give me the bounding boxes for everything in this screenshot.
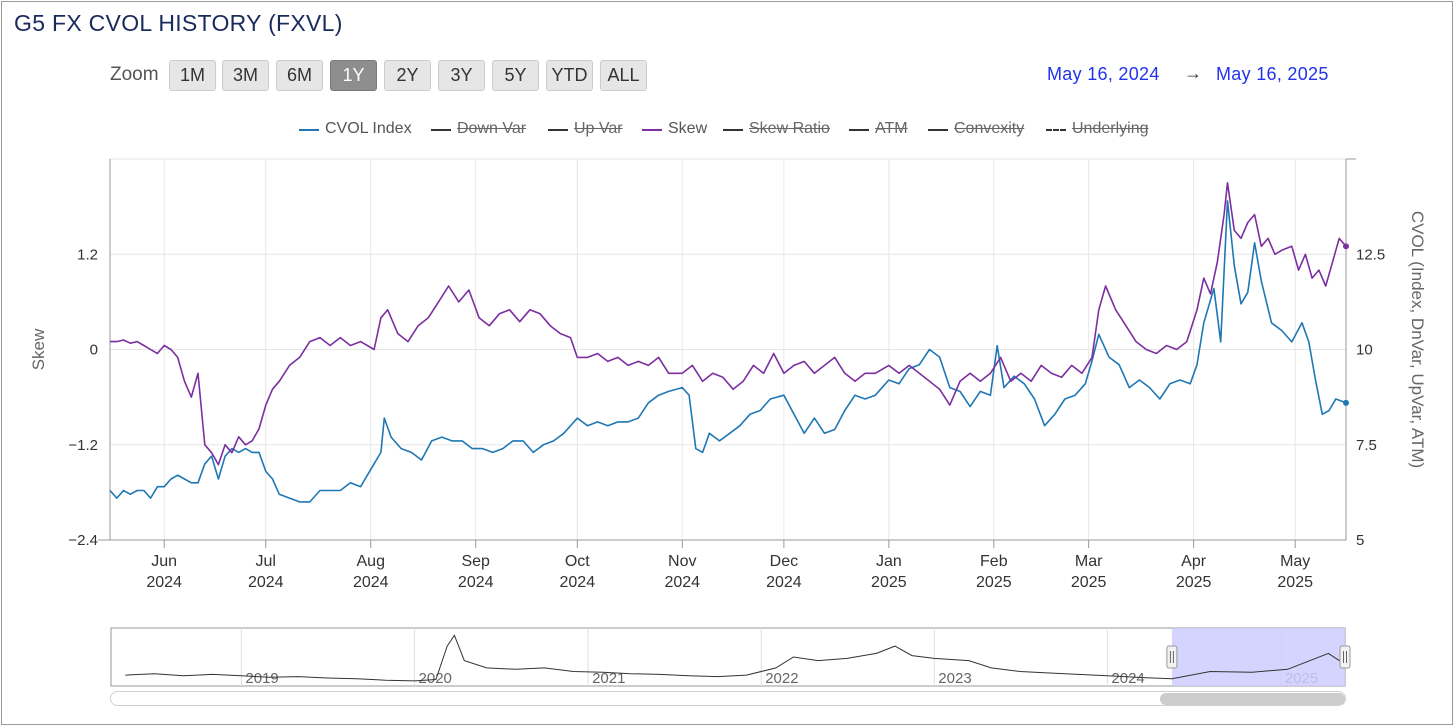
x-tick-label-year: 2025 bbox=[1071, 574, 1107, 591]
legend-label: Down Var bbox=[457, 120, 527, 137]
navigator-year-label: 2021 bbox=[592, 670, 625, 687]
x-tick-label-month: Oct bbox=[565, 553, 590, 570]
zoom-button-3y[interactable]: 3Y bbox=[438, 60, 485, 91]
zoom-button-ytd[interactable]: YTD bbox=[546, 60, 593, 91]
legend-swatch bbox=[1046, 129, 1066, 131]
x-tick-label-month: Jan bbox=[876, 553, 902, 570]
x-tick-label-month: Jul bbox=[256, 553, 276, 570]
legend-swatch bbox=[431, 129, 451, 131]
legend-swatch bbox=[849, 129, 869, 131]
range-arrow: → bbox=[1184, 63, 1202, 83]
x-tick-label-year: 2024 bbox=[146, 574, 182, 591]
zoom-button-1y[interactable]: 1Y bbox=[330, 60, 377, 91]
x-tick-label-month: Dec bbox=[770, 553, 798, 570]
navigator-series-line bbox=[125, 634, 1346, 682]
legend-label: Skew Ratio bbox=[749, 120, 830, 137]
navigator-year-label: 2019 bbox=[245, 670, 278, 687]
navigator-year-label: 2024 bbox=[1111, 670, 1144, 687]
y-left-tick-label: −1.2 bbox=[68, 437, 98, 454]
x-tick-label-year: 2025 bbox=[1277, 574, 1313, 591]
x-tick-label-year: 2024 bbox=[353, 574, 389, 591]
zoom-label: Zoom bbox=[110, 64, 159, 85]
legend-label: Convexity bbox=[954, 120, 1025, 137]
navigator-handle-grip bbox=[1339, 645, 1351, 669]
main-chart[interactable]: Jun 2024 Jul 2024 Aug 2024 Sep 2024 Oct 2024 Nov 20… bbox=[0, 140, 1456, 600]
x-tick-label-year: 2024 bbox=[248, 574, 284, 591]
y-right-tick-label: 10 bbox=[1356, 342, 1373, 359]
navigator-selection bbox=[1171, 628, 1345, 686]
navigator-scrollbar-thumb[interactable] bbox=[1160, 693, 1345, 705]
y-right-tick-label: 7.5 bbox=[1356, 437, 1377, 454]
x-tick-label-month: May bbox=[1280, 553, 1310, 570]
zoom-button-3m[interactable]: 3M bbox=[222, 60, 269, 91]
x-tick-label-year: 2024 bbox=[458, 574, 494, 591]
legend-label: ATM bbox=[875, 120, 908, 137]
x-tick-label-year: 2025 bbox=[871, 574, 907, 591]
legend-swatch bbox=[642, 129, 662, 131]
y-right-tick-label: 12.5 bbox=[1356, 246, 1385, 263]
y-right-tick-label: 5 bbox=[1356, 532, 1364, 549]
navigator-year-label: 2023 bbox=[938, 670, 971, 687]
navigator-frame bbox=[110, 627, 1346, 687]
navigator-handle-right[interactable] bbox=[1339, 645, 1351, 669]
y-left-tick-label: −2.4 bbox=[68, 532, 98, 549]
x-tick-label-year: 2025 bbox=[976, 574, 1012, 591]
x-tick-label-year: 2024 bbox=[664, 574, 700, 591]
navigator[interactable]: 2019202020212022202320242025 bbox=[0, 620, 1456, 692]
series-last-point-skew bbox=[1343, 243, 1349, 250]
navigator-handle-grip bbox=[1166, 645, 1178, 669]
y-left-tick-label: 0 bbox=[90, 342, 98, 359]
legend-label: Up Var bbox=[574, 120, 623, 137]
x-tick-label-month: Nov bbox=[668, 553, 696, 570]
zoom-button-2y[interactable]: 2Y bbox=[384, 60, 431, 91]
y-left-axis-title: Skew bbox=[29, 328, 48, 370]
series-last-point-cvol-index bbox=[1343, 399, 1349, 406]
legend-swatch bbox=[723, 129, 743, 131]
navigator-scrollbar[interactable] bbox=[110, 691, 1346, 706]
x-tick-label-year: 2024 bbox=[560, 574, 596, 591]
zoom-button-6m[interactable]: 6M bbox=[276, 60, 323, 91]
x-tick-label-year: 2025 bbox=[1176, 574, 1212, 591]
x-tick-label-month: Sep bbox=[461, 553, 490, 570]
navigator-handle-left[interactable] bbox=[1166, 645, 1178, 669]
navigator-year-label: 2020 bbox=[419, 670, 452, 687]
x-tick-label-month: Aug bbox=[357, 553, 385, 570]
zoom-button-1m[interactable]: 1M bbox=[169, 60, 216, 91]
legend-label: Underlying bbox=[1072, 120, 1149, 137]
x-tick-label-month: Jun bbox=[151, 553, 177, 570]
zoom-button-all[interactable]: ALL bbox=[600, 60, 647, 91]
range-from-input[interactable]: May 16, 2024 bbox=[1047, 64, 1160, 84]
legend-label: CVOL Index bbox=[325, 120, 412, 137]
x-tick-label-month: Apr bbox=[1181, 553, 1207, 570]
legend-swatch bbox=[299, 129, 319, 131]
series-line-cvol-index bbox=[109, 200, 1347, 503]
legend-swatch bbox=[928, 129, 948, 131]
zoom-button-5y[interactable]: 5Y bbox=[492, 60, 539, 91]
x-tick-label-month: Feb bbox=[980, 553, 1008, 570]
navigator-year-label: 2022 bbox=[765, 670, 798, 687]
y-left-tick-label: 1.2 bbox=[77, 246, 98, 263]
range-to-input[interactable]: May 16, 2025 bbox=[1216, 64, 1329, 84]
x-tick-label-year: 2024 bbox=[766, 574, 802, 591]
legend-label: Skew bbox=[668, 120, 708, 137]
y-right-axis-title: CVOL (Index, DnVar, UpVar, ATM) bbox=[1408, 211, 1427, 468]
page-title: G5 FX CVOL HISTORY (FXVL) bbox=[14, 10, 343, 36]
legend-swatch bbox=[548, 129, 568, 131]
series-line-skew bbox=[110, 182, 1347, 466]
x-tick-label-month: Mar bbox=[1075, 553, 1103, 570]
